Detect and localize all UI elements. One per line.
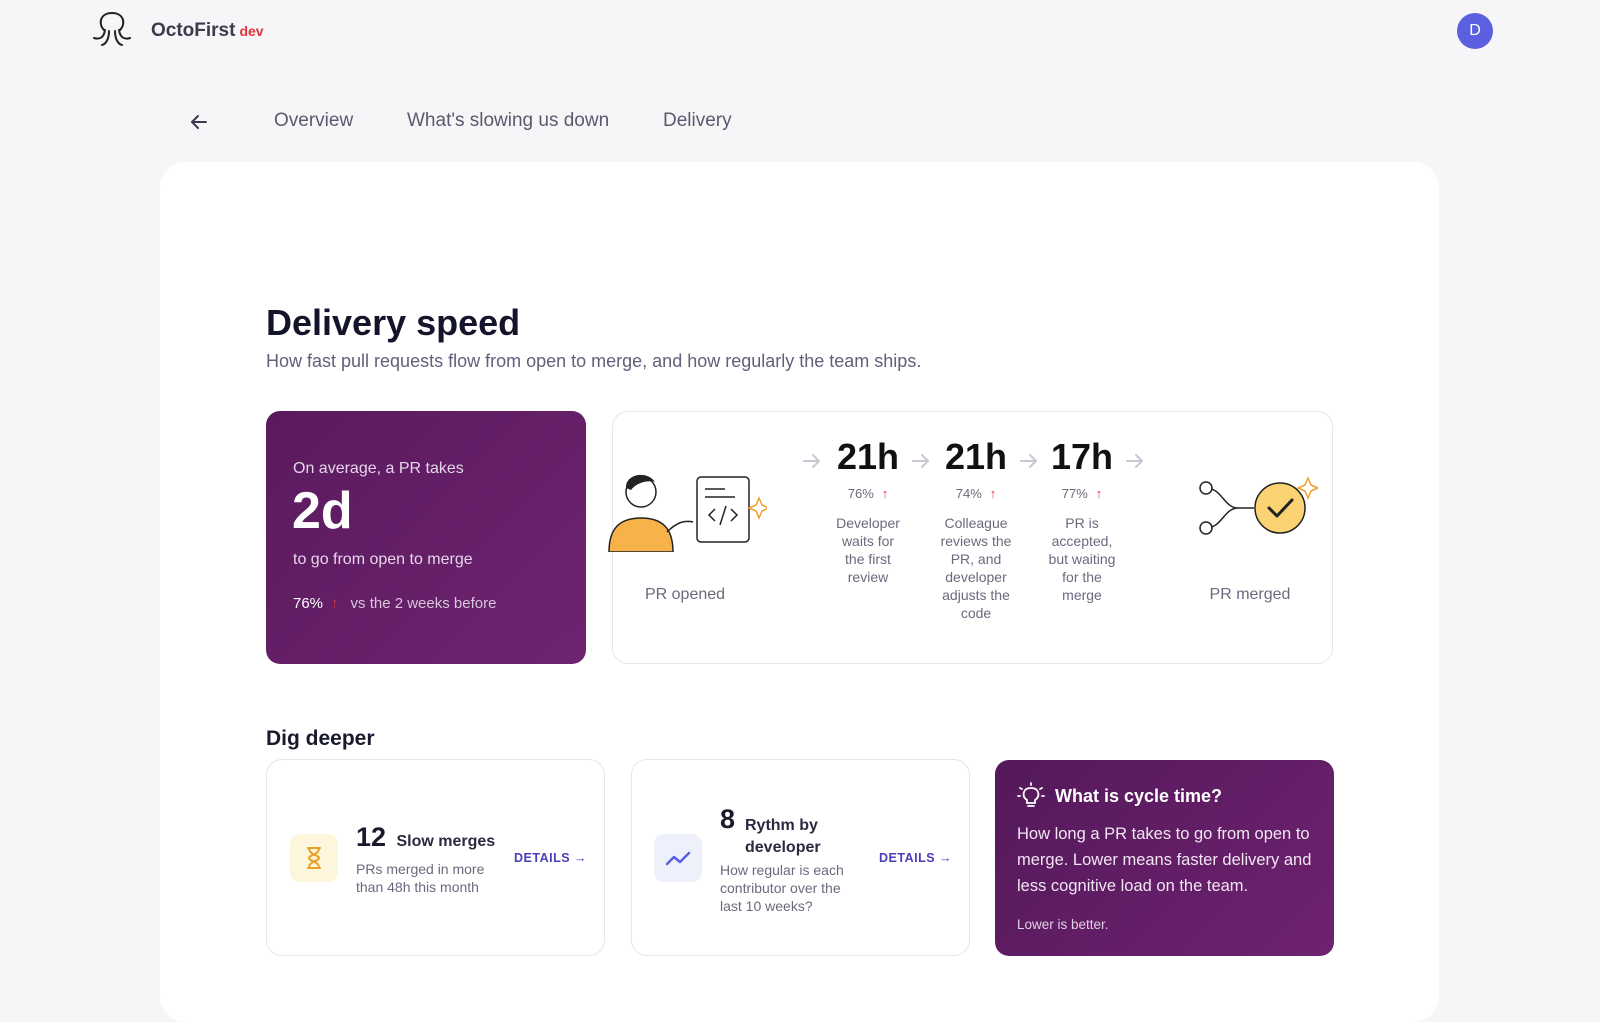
tab[interactable]: Overview: [274, 110, 354, 131]
section-subtitle: How fast pull requests flow from open to…: [266, 351, 922, 371]
flow-end: PR merged: [1209, 586, 1291, 603]
pr-opened-illustration: [608, 474, 767, 552]
metric-card: 8 Rythm by developer How regular is each…: [631, 759, 970, 956]
step-change-row: 77% ↑: [1027, 486, 1137, 501]
page: Delivery { "header": {"brand": "OctoFirs…: [90, 10, 1493, 956]
metric-title: Slow merges: [396, 833, 496, 850]
flow-card: PR opened PR merged 21h 76% ↑ Developer wai…: [608, 411, 1333, 664]
step-description: Colleague reviews the PR, and developer …: [940, 515, 1012, 621]
step-value: 17h: [1050, 436, 1114, 477]
icon-tile: [290, 834, 338, 882]
info-body: How long a PR takes to go from open to m…: [1017, 825, 1312, 895]
arrow-icon: [803, 454, 820, 468]
metric-value: 8: [720, 804, 736, 834]
details-label: DETAILS: [879, 851, 936, 865]
metric-card: 12 Slow merges PRs merged in more than 4…: [266, 759, 605, 956]
flow-arrow: [1124, 450, 1146, 477]
pr-merged-illustration: [1199, 476, 1318, 535]
icon-tile: [654, 834, 702, 882]
app: OctoFirst dev D Overview What's slowing u…: [90, 10, 1493, 956]
arrow-icon: [1126, 454, 1143, 468]
details-link[interactable]: DETAILS →: [879, 851, 953, 865]
step-change-row: 74% ↑: [921, 486, 1031, 501]
flow-arrow: [1018, 450, 1040, 477]
dig-deeper-title: Dig deeper: [266, 727, 375, 750]
hourglass-icon: [307, 847, 321, 869]
summary-value: 2d: [292, 482, 353, 540]
up-arrow: ↑: [1095, 486, 1103, 501]
step-change: 74%: [955, 486, 982, 501]
logo[interactable]: [90, 10, 134, 48]
arrow-icon: [1020, 454, 1037, 468]
tab[interactable]: Delivery: [663, 110, 732, 131]
metric-description: PRs merged in more than 48h this month: [356, 861, 485, 895]
brand: OctoFirst dev: [151, 20, 264, 42]
step-description: Developer waits for the first review: [836, 515, 900, 585]
metric-value: 12: [356, 822, 387, 852]
up-arrow: ↑: [881, 486, 889, 501]
flow-arrow: [910, 450, 932, 477]
back-button[interactable]: [189, 113, 209, 131]
metric-description: How regular is each contributor over the…: [720, 862, 844, 914]
step-value: 21h: [944, 436, 1008, 477]
summary-change: 76%: [293, 595, 324, 612]
env-badge: dev: [239, 23, 264, 39]
up-arrow: ↑: [331, 595, 339, 612]
metric-title: Rythm by developer: [745, 817, 821, 856]
arrow-icon: [912, 454, 929, 468]
info-title: What is cycle time?: [1055, 786, 1223, 806]
summary-change-row: 76% ↑ vs the 2 weeks before: [293, 595, 496, 612]
avatar[interactable]: D: [1457, 13, 1493, 49]
info-note: Lower is better.: [1017, 917, 1109, 932]
step-change: 76%: [847, 486, 874, 501]
details-link[interactable]: DETAILS →: [514, 851, 588, 865]
step-change: 77%: [1061, 486, 1088, 501]
info-card: What is cycle time? How long a PR takes …: [995, 760, 1334, 956]
up-arrow: ↑: [989, 486, 997, 501]
step-change-row: 76% ↑: [813, 486, 923, 501]
flow-start: PR opened: [644, 586, 726, 603]
flow-arrow: [801, 450, 823, 477]
step-description: PR is accepted, but waiting for the merg…: [1048, 515, 1116, 603]
summary-comparison: vs the 2 weeks before: [350, 595, 497, 612]
summary-lead: On average, a PR takes: [293, 460, 464, 477]
bulb-icon: [1017, 782, 1045, 807]
step-value: 21h: [836, 436, 900, 477]
details-label: DETAILS: [514, 851, 571, 865]
tab[interactable]: What's slowing us down: [407, 110, 610, 131]
brand-name: OctoFirst: [151, 20, 236, 41]
summary-card: On average, a PR takes 2d to go from ope…: [266, 411, 586, 664]
section-title: Delivery speed: [266, 302, 521, 343]
summary-caption: to go from open to merge: [293, 551, 473, 568]
trend-icon: [665, 851, 691, 866]
